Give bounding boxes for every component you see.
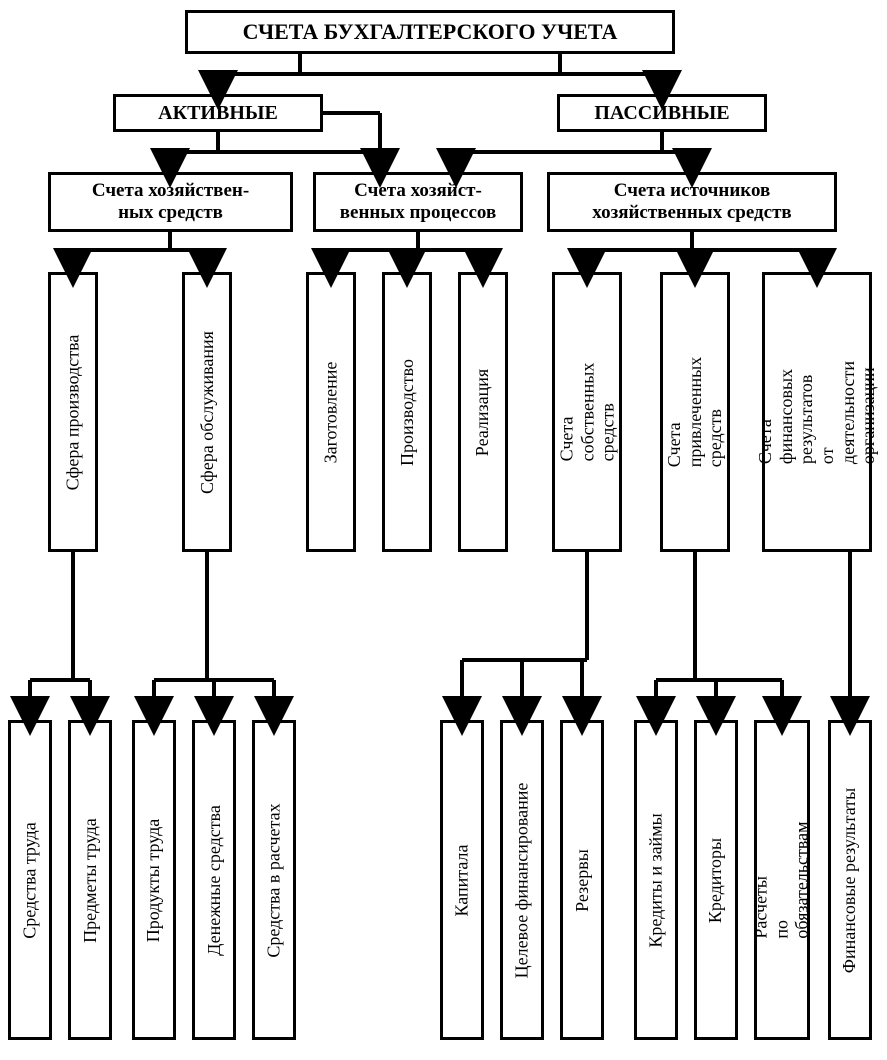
level3-a2-1: Заготовление (306, 272, 356, 552)
level1-passive: ПАССИВНЫЕ (557, 94, 767, 132)
level1-active: АКТИВНЫЕ (113, 94, 323, 132)
level3-a2-2-label: Производство (397, 359, 418, 466)
level3-a1-1-label: Сфера производства (63, 334, 84, 490)
level3-a2-2: Производство (382, 272, 432, 552)
leaf-5: Средства в расчетах (252, 720, 296, 1040)
level2-p1: Счета источников хозяйственных средств (547, 172, 837, 232)
level3-a2-3-label: Реализация (473, 368, 494, 455)
leaf-3-label: Продукты труда (144, 818, 165, 941)
leaf-2-label: Предметы труда (80, 818, 101, 943)
level3-p1-3-label: Счета финансовых результатов от деятельн… (755, 360, 879, 464)
leaf-7-label: Целевое финансирование (512, 782, 533, 978)
level2-a1-label: Счета хозяйствен- ных средств (92, 180, 249, 224)
leaf-10: Кредиторы (694, 720, 738, 1040)
level1-passive-label: ПАССИВНЫЕ (594, 102, 729, 125)
leaf-8: Резервы (560, 720, 604, 1040)
level2-p1-label: Счета источников хозяйственных средств (592, 180, 791, 224)
leaf-11-label: Расчеты по обязательствам (751, 821, 813, 938)
level2-a2-label: Счета хозяйст- венных процессов (340, 180, 496, 224)
level2-a2: Счета хозяйст- венных процессов (313, 172, 523, 232)
level3-a1-2-label: Сфера обслуживания (197, 331, 218, 494)
leaf-3: Продукты труда (132, 720, 176, 1040)
leaf-4-label: Денежные средства (204, 805, 225, 956)
level3-a1-1: Сфера производства (48, 272, 98, 552)
level3-a1-2: Сфера обслуживания (182, 272, 232, 552)
level3-p1-2: Счета привлеченных средств (660, 272, 730, 552)
leaf-10-label: Кредиторы (706, 837, 727, 922)
level3-p1-2-label: Счета привлеченных средств (664, 357, 726, 467)
leaf-5-label: Средства в расчетах (264, 803, 285, 957)
leaf-2: Предметы труда (68, 720, 112, 1040)
level3-p1-1-label: Счета собственных средств (556, 363, 618, 462)
leaf-9-label: Кредиты и займы (646, 813, 667, 947)
leaf-7: Целевое финансирование (500, 720, 544, 1040)
leaf-1: Средства труда (8, 720, 52, 1040)
level3-a2-1-label: Заготовление (321, 361, 342, 463)
root-box: СЧЕТА БУХГАЛТЕРСКОГО УЧЕТА (185, 10, 675, 54)
root-label: СЧЕТА БУХГАЛТЕРСКОГО УЧЕТА (243, 19, 618, 44)
level3-a2-3: Реализация (458, 272, 508, 552)
leaf-12: Финансовые результаты (828, 720, 872, 1040)
level3-p1-3: Счета финансовых результатов от деятельн… (762, 272, 872, 552)
level1-active-label: АКТИВНЫЕ (158, 102, 278, 125)
leaf-6-label: Капитала (452, 844, 473, 916)
leaf-6: Капитала (440, 720, 484, 1040)
leaf-9: Кредиты и займы (634, 720, 678, 1040)
leaf-11: Расчеты по обязательствам (754, 720, 810, 1040)
leaf-8-label: Резервы (572, 849, 593, 912)
leaf-12-label: Финансовые результаты (840, 787, 861, 972)
level3-p1-1: Счета собственных средств (552, 272, 622, 552)
leaf-4: Денежные средства (192, 720, 236, 1040)
leaf-1-label: Средства труда (20, 822, 41, 938)
level2-a1: Счета хозяйствен- ных средств (48, 172, 293, 232)
